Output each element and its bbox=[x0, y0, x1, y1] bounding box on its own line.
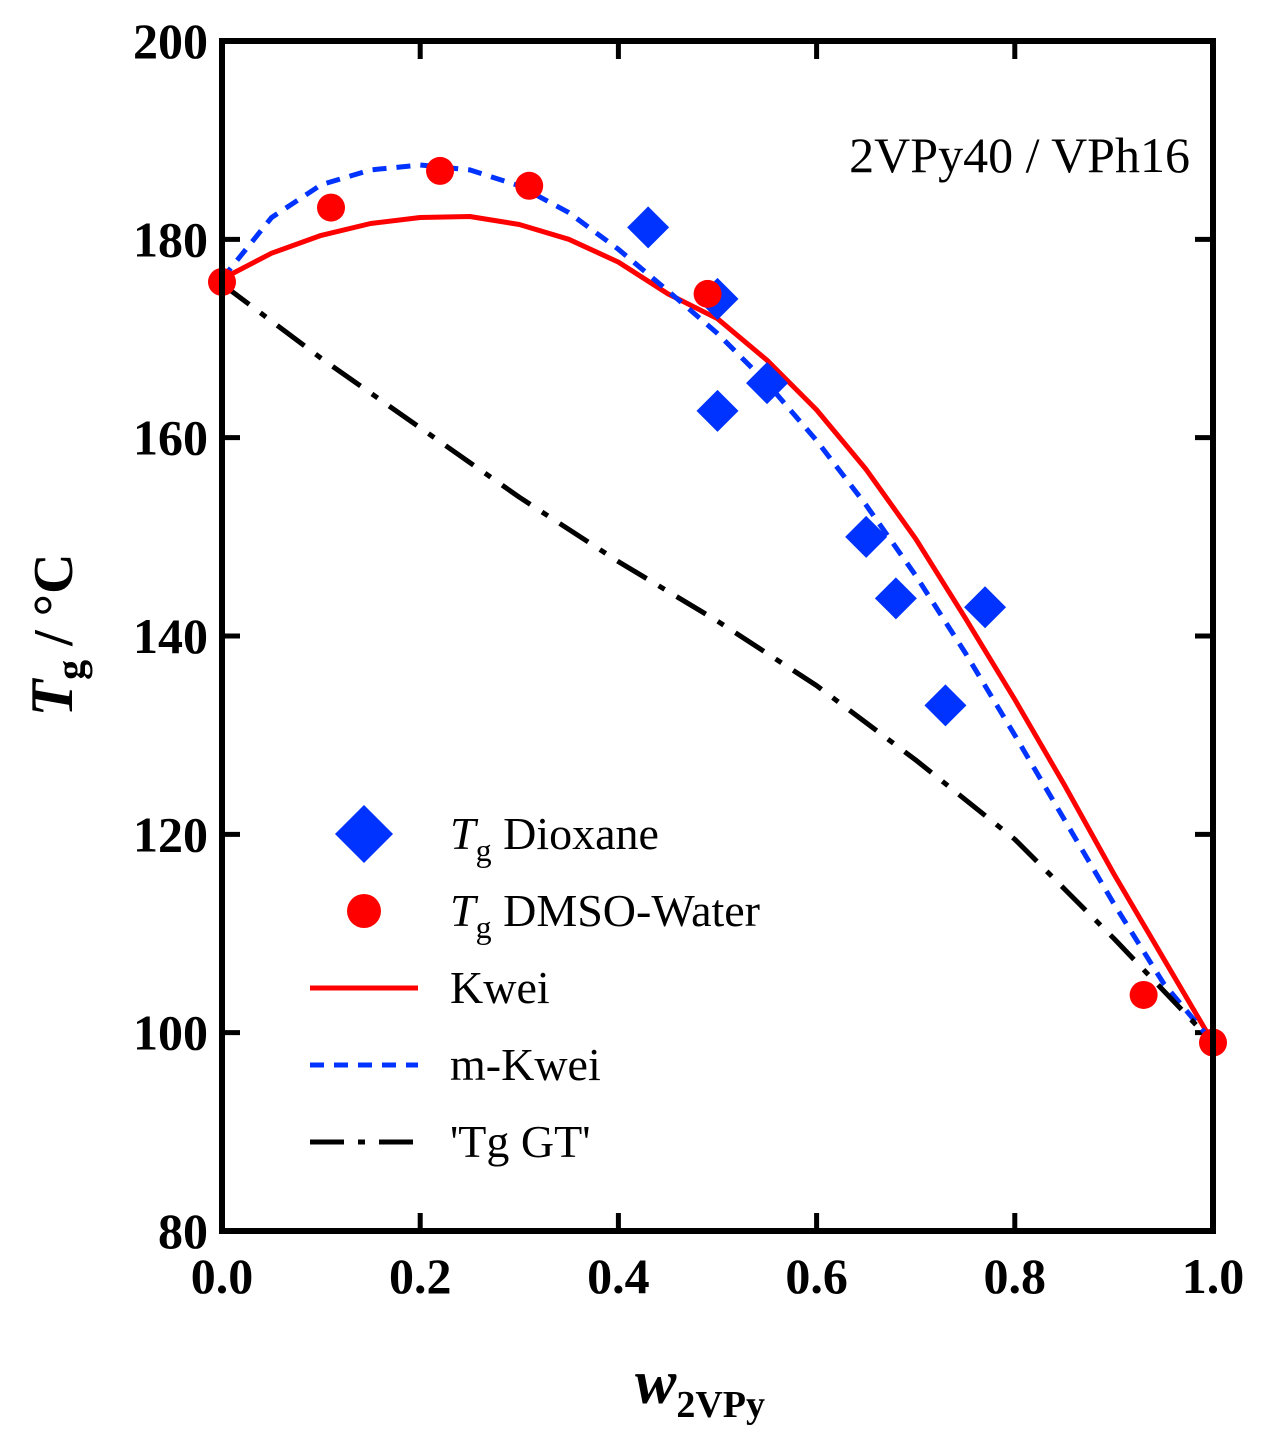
legend-label: Tg DMSO-Water bbox=[450, 885, 760, 945]
chart-annotation: 2VPy40 / VPh16 bbox=[849, 127, 1190, 183]
y-axis-title-unit: / °C bbox=[23, 553, 85, 659]
series-line-m-kwei bbox=[220, 162, 1215, 1045]
dmso-water-point bbox=[426, 156, 455, 185]
x-tick-label: 0.2 bbox=[389, 1248, 452, 1304]
legend-label-text: Dioxane bbox=[492, 808, 659, 859]
legend-marker-diamond bbox=[335, 805, 393, 863]
dmso-water-point bbox=[693, 279, 722, 308]
legend-label-subscript: g bbox=[476, 909, 492, 945]
y-tick-label: 140 bbox=[133, 608, 208, 664]
dmso-water-point bbox=[317, 193, 346, 222]
dioxane-point bbox=[924, 684, 967, 727]
dioxane-point bbox=[746, 362, 789, 405]
x-tick-label: 0.8 bbox=[984, 1248, 1047, 1304]
y-tick-label: 100 bbox=[133, 1005, 208, 1061]
x-axis-title: w2VPy bbox=[635, 1349, 765, 1426]
y-tick-label: 160 bbox=[133, 410, 208, 466]
legend-label: Kwei bbox=[450, 962, 550, 1013]
dmso-water-point bbox=[1129, 980, 1158, 1009]
tick-marks bbox=[219, 38, 1216, 1234]
x-tick-label: 0.0 bbox=[191, 1248, 254, 1304]
legend-label: Tg Dioxane bbox=[450, 808, 659, 868]
legend-label: m-Kwei bbox=[450, 1039, 601, 1090]
legend-label-subscript: g bbox=[476, 832, 492, 868]
legend-marker-circle bbox=[347, 894, 381, 928]
y-axis-title-sub: g bbox=[48, 660, 93, 680]
x-tick-label: 1.0 bbox=[1182, 1248, 1245, 1304]
y-tick-label: 80 bbox=[158, 1203, 208, 1259]
dioxane-point bbox=[964, 586, 1007, 629]
x-axis-title-main: w bbox=[635, 1349, 677, 1417]
y-tick-label: 200 bbox=[133, 13, 208, 69]
dioxane-point bbox=[845, 515, 888, 558]
dioxane-point bbox=[874, 577, 917, 620]
legend-label: 'Tg GT' bbox=[450, 1116, 591, 1167]
x-tick-label: 0.4 bbox=[587, 1248, 650, 1304]
series-line--tg-gt- bbox=[220, 281, 1215, 1045]
y-axis-title: Tg / °C bbox=[19, 553, 93, 716]
dmso-water-point bbox=[515, 171, 544, 200]
legend-label-text: DMSO-Water bbox=[492, 885, 760, 936]
dioxane-point bbox=[696, 389, 739, 432]
x-tick-label: 0.6 bbox=[785, 1248, 848, 1304]
y-tick-label: 120 bbox=[133, 806, 208, 862]
plot-frame bbox=[219, 38, 1216, 1234]
dioxane-point bbox=[627, 206, 670, 249]
y-axis-title-main: T bbox=[19, 678, 85, 717]
x-axis-title-sub: 2VPy bbox=[676, 1384, 765, 1426]
plot-border bbox=[219, 38, 1216, 1234]
data-points bbox=[208, 156, 1227, 1057]
legend-label-symbol: T bbox=[450, 808, 479, 859]
legend-label-symbol: T bbox=[450, 885, 479, 936]
y-tick-label: 180 bbox=[133, 211, 208, 267]
tick-labels: 0.0 0.2 0.4 0.6 0.8 1.0 80 100 120 140 160 180 200 bbox=[133, 13, 1244, 1304]
